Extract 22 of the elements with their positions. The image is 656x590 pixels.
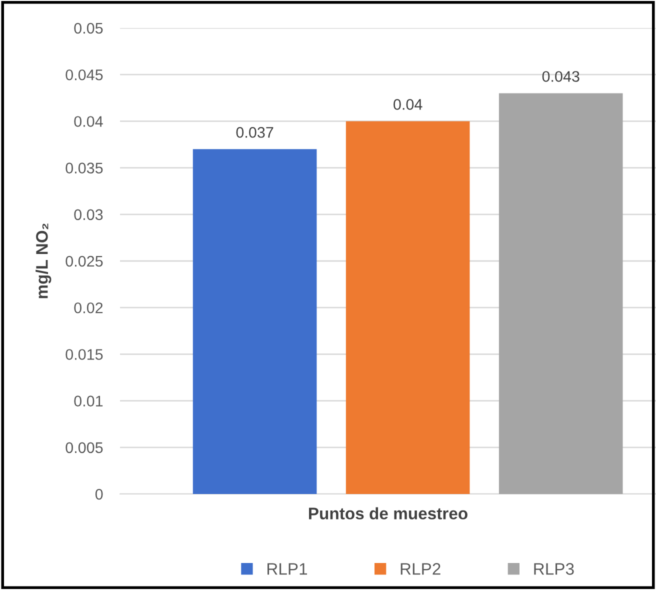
y-tick-label: 0.04 (74, 116, 103, 127)
y-axis-title: mg/L NO₂ (36, 224, 52, 298)
y-tick-label: 0.035 (66, 162, 103, 174)
y-tick-label: 0.02 (74, 302, 103, 314)
y-tick-label: 0.045 (66, 69, 103, 80)
data-label: 0.04 (394, 99, 422, 110)
bar (192, 149, 317, 494)
data-label: 0.037 (236, 126, 274, 138)
y-tick-label: 0.05 (74, 22, 103, 34)
x-axis-title: Puntos de muestreo (309, 507, 468, 520)
y-tick-label: 0.015 (66, 349, 103, 360)
legend-label: RLP2 (400, 563, 440, 575)
y-tick-label: 0.005 (66, 442, 103, 454)
legend-label: RLP1 (267, 563, 308, 575)
bar (346, 121, 470, 494)
y-tick-label: 0.03 (74, 209, 103, 220)
y-tick-label: 0 (95, 488, 103, 500)
y-tick-label: 0.01 (74, 396, 103, 406)
bar (498, 93, 623, 494)
legend-label: RLP3 (534, 563, 574, 575)
y-tick-label: 0.025 (66, 256, 103, 267)
data-label: 0.043 (542, 71, 580, 82)
